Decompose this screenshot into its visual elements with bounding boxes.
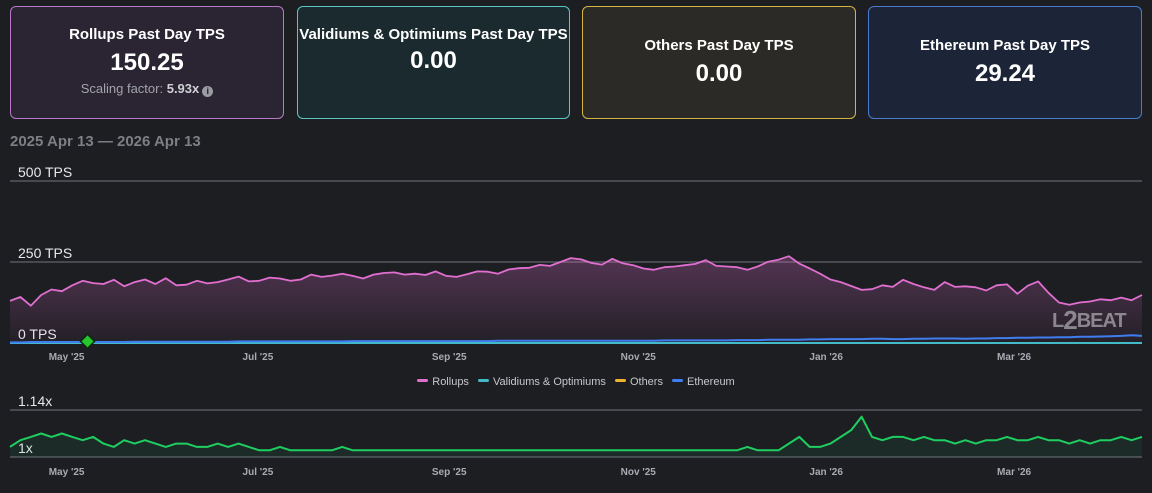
x-tick-label: Jul '25: [243, 352, 274, 363]
legend-item-validiums[interactable]: Validiums & Optimiums: [478, 376, 606, 388]
x-tick-label: Nov '25: [621, 467, 657, 478]
legend-swatch: [672, 379, 684, 382]
card-title: Others Past Day TPS: [644, 37, 794, 54]
scaling-factor-value: 5.93x: [166, 81, 200, 96]
l2beat-watermark-logo: L2BEAT: [1052, 305, 1127, 335]
x-tick-label: Nov '25: [621, 352, 657, 363]
y-tick-label: 250 TPS: [18, 245, 72, 261]
scaling-series-line: [9, 415, 1143, 452]
card-title: Validiums & Optimiums Past Day TPS: [299, 26, 568, 43]
card-value: 0.00: [695, 60, 743, 87]
summary-cards: Rollups Past Day TPS 150.25 Scaling fact…: [10, 6, 1142, 119]
x-tick-label: Sep '25: [432, 352, 467, 363]
ethereum-marker-point: [79, 333, 96, 350]
date-range: 2025 Apr 13 — 2026 Apr 13: [10, 133, 201, 150]
y-tick-label: 1.14x: [18, 393, 52, 409]
card-value: 0.00: [410, 47, 457, 74]
card-title: Ethereum Past Day TPS: [919, 37, 1091, 54]
x-tick-label: May '25: [49, 352, 85, 363]
info-icon[interactable]: i: [202, 86, 214, 97]
rollups-tps-card: Rollups Past Day TPS 150.25 Scaling fact…: [10, 6, 284, 119]
validiums-tps-card: Validiums & Optimiums Past Day TPS 0.00: [297, 6, 570, 119]
y-tick-label: 500 TPS: [18, 164, 72, 180]
legend-swatch: [417, 379, 429, 382]
rollups-area: [10, 256, 1142, 343]
legend-swatch: [614, 379, 626, 382]
card-value: 150.25: [110, 49, 184, 76]
scaling-factor-label: Scaling factor:: [80, 81, 164, 96]
legend-swatch: [478, 379, 489, 382]
ethereum-tps-card: Ethereum Past Day TPS 29.24: [868, 6, 1142, 119]
scaling-factor-line: Scaling factor: 5.93x i: [11, 81, 283, 97]
ethereum-series-line: [10, 334, 1143, 344]
legend-item-ethereum[interactable]: Ethereum: [672, 376, 735, 388]
rollups-series-line: [9, 255, 1143, 307]
x-tick-label: May '25: [49, 467, 85, 478]
y-tick-label: 1x: [18, 440, 33, 456]
scaling-area: [10, 416, 1142, 457]
card-title: Rollups Past Day TPS: [69, 26, 225, 43]
x-tick-label: Jan '26: [809, 467, 843, 478]
chart-legend: Rollups Validiums & Optimiums Others Eth…: [0, 376, 1152, 388]
x-tick-label: Mar '26: [997, 467, 1032, 478]
x-tick-label: Jan '26: [809, 352, 843, 363]
x-tick-label: Sep '25: [432, 467, 467, 478]
x-tick-label: Mar '26: [997, 352, 1032, 363]
card-value: 29.24: [974, 60, 1036, 87]
legend-item-others[interactable]: Others: [614, 376, 663, 388]
others-tps-card: Others Past Day TPS 0.00: [582, 6, 856, 119]
x-tick-label: Jul '25: [243, 467, 274, 478]
legend-item-rollups[interactable]: Rollups: [417, 376, 469, 388]
